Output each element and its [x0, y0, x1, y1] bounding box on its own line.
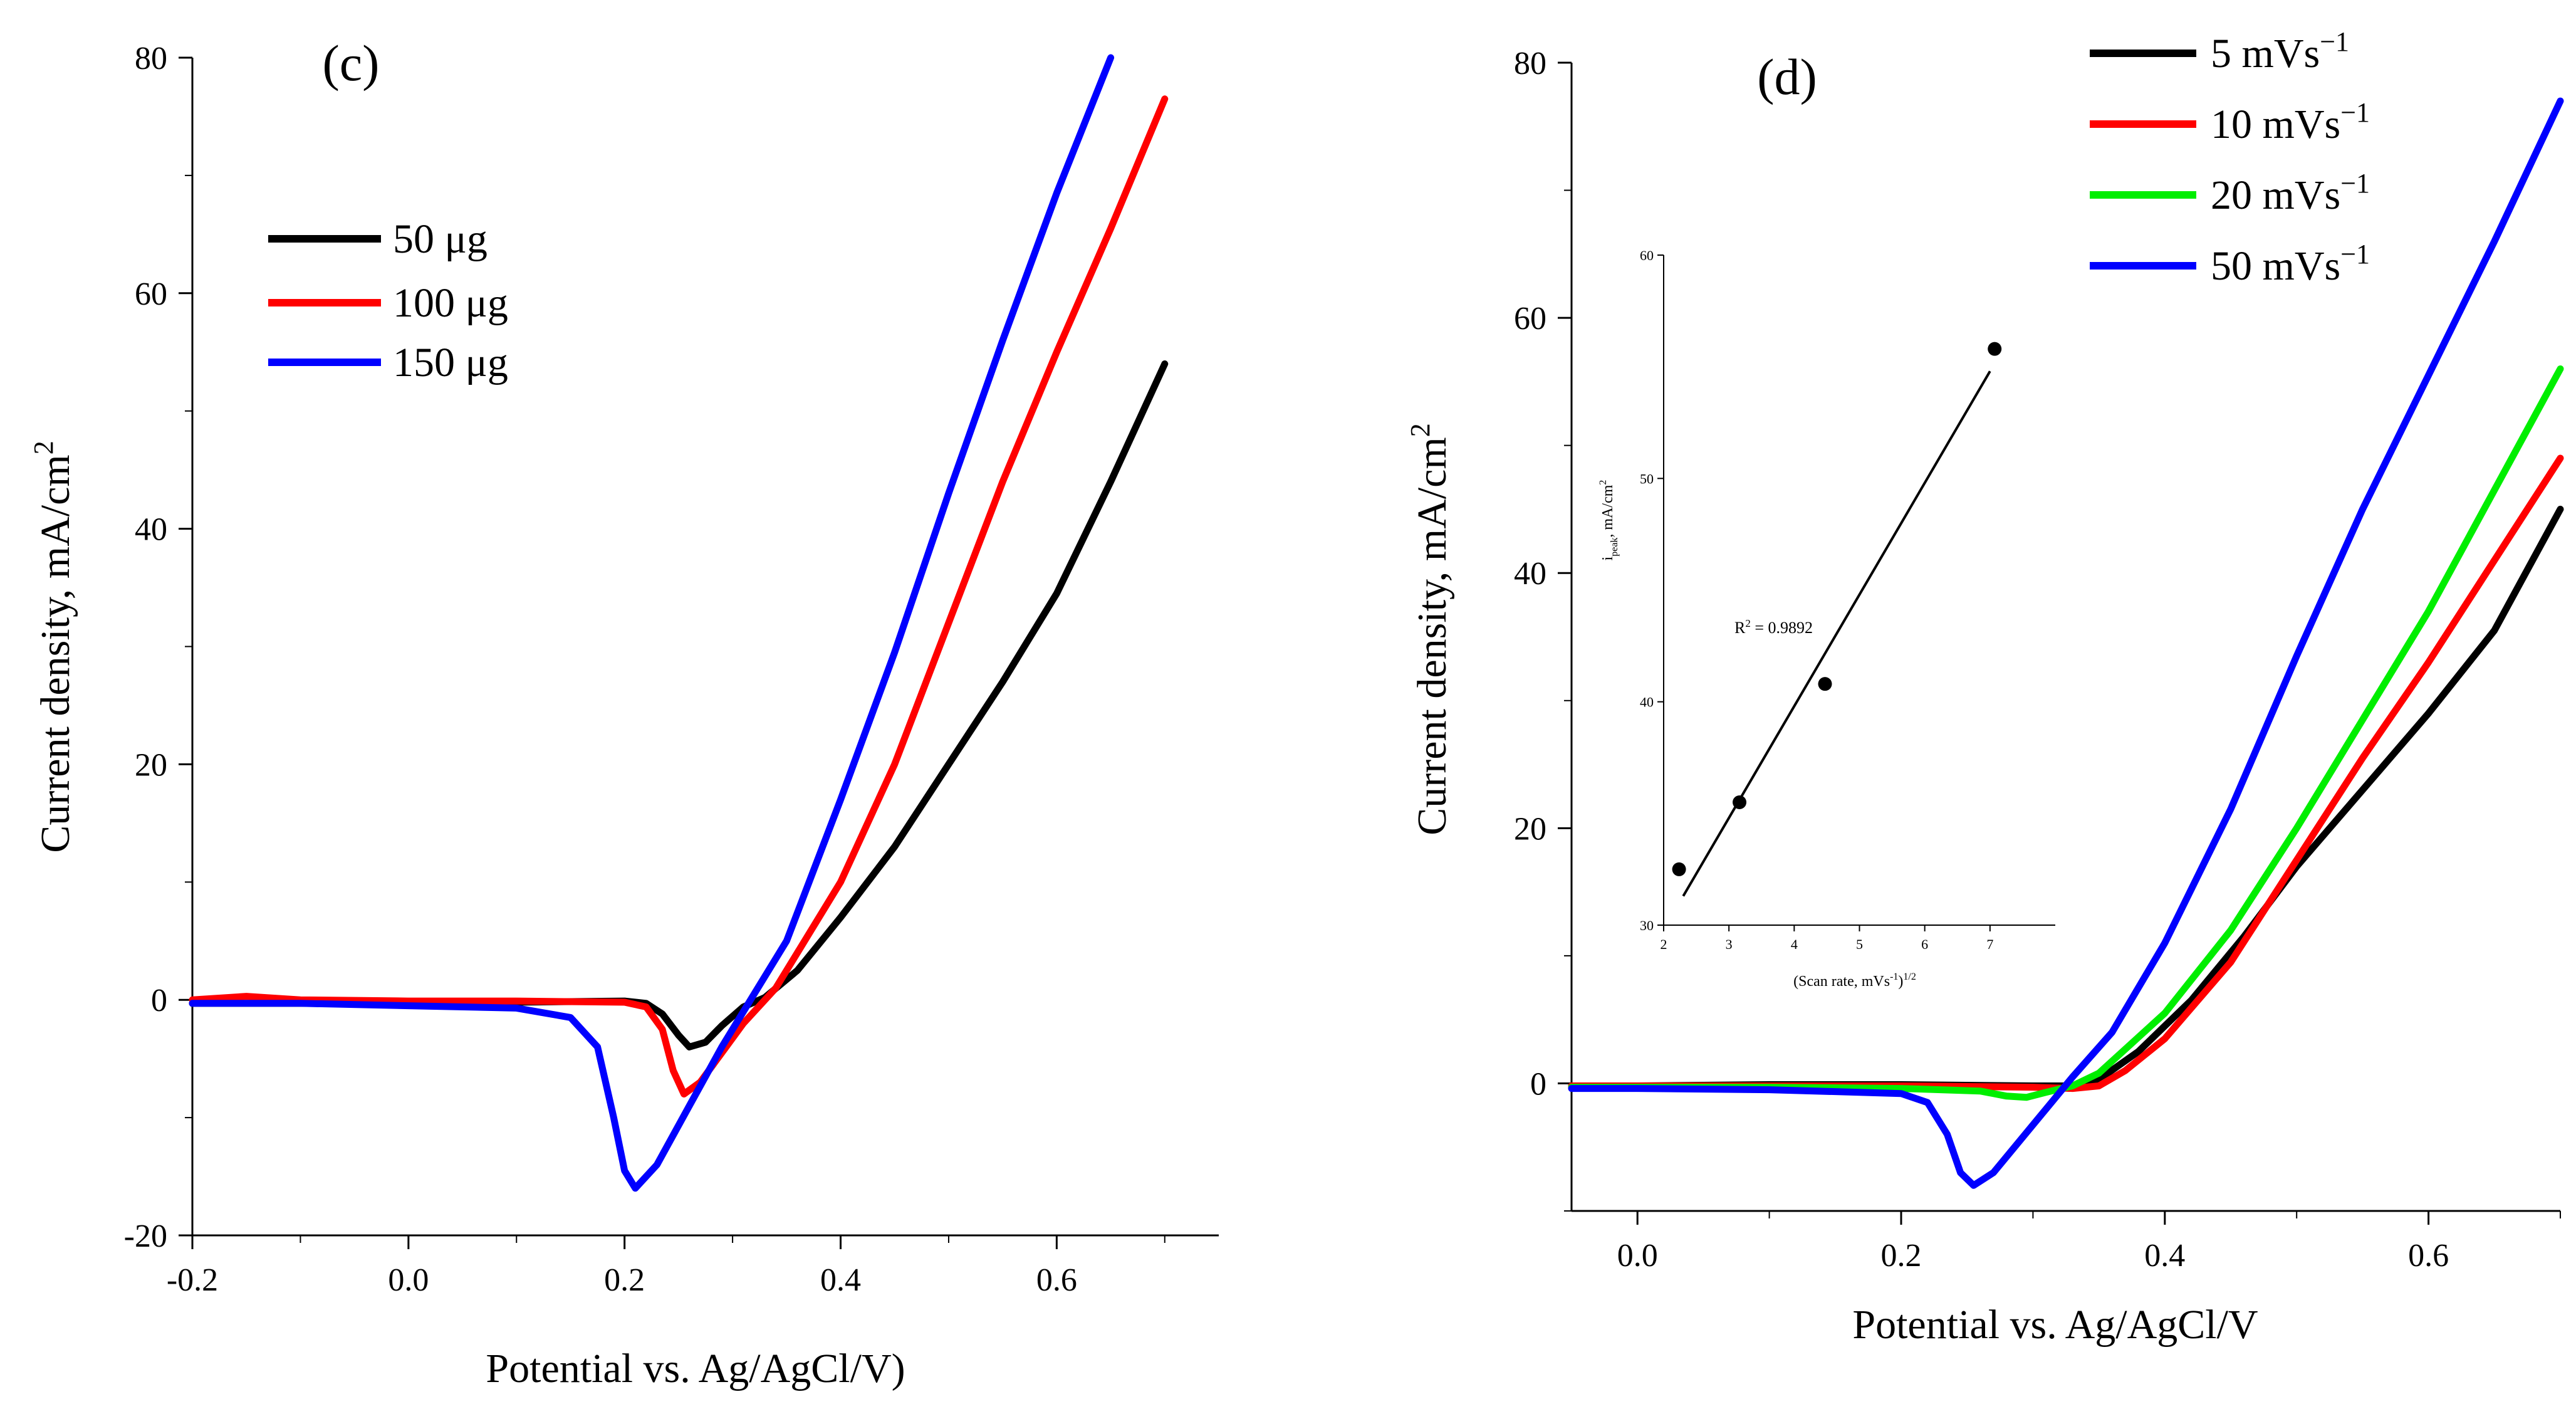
inset-chart: 2 3 4 5 6 7 30 40 50 60 (Scan rate, mVs-1)1/2 ipe… [1598, 248, 2055, 990]
y-tick-label: 80 [1514, 46, 1546, 81]
legend-label-50mvs: 50 mVs−1 [2211, 239, 2370, 289]
inset-x-tick-label: 5 [1856, 936, 1863, 952]
y-tick-label: 0 [151, 983, 167, 1019]
x-tick-label: 0.0 [1617, 1238, 1658, 1274]
legend-label-150ug: 150 μg [393, 340, 508, 385]
inset-y-tick-label: 30 [1640, 918, 1654, 933]
series-line-d-1 [1568, 454, 2564, 1092]
x-tick-label: -0.2 [167, 1262, 218, 1298]
inset-tick-labels: 2 3 4 5 6 7 30 40 50 60 [1640, 248, 1993, 952]
y-tick-label: 0 [1530, 1066, 1546, 1102]
series-line-c-1 [189, 95, 1169, 1097]
panel-d-tick-labels: 0.0 0.2 0.4 0.6 0 20 40 60 80 [1514, 46, 2449, 1274]
x-tick-label: 0.2 [1881, 1238, 1922, 1274]
series-line-d-0 [1568, 505, 2564, 1089]
inset-x-axis-label: (Scan rate, mVs-1)1/2 [1793, 972, 1916, 990]
legend-label-20mvs: 20 mVs−1 [2211, 168, 2370, 218]
inset-data-point [1672, 862, 1686, 876]
legend-label-10mvs: 10 mVs−1 [2211, 97, 2370, 147]
y-tick-label: 20 [135, 747, 167, 783]
panel-d-ticks [1558, 61, 2561, 1225]
panel-c-legend: 50 μg 100 μg 150 μg [268, 216, 508, 385]
inset-x-tick-label: 6 [1921, 936, 1928, 952]
panel-d-label: (d) [1757, 48, 1817, 105]
y-tick-label: 40 [1514, 556, 1546, 592]
panel-d-series [1568, 97, 2564, 1189]
y-tick-label: 60 [135, 276, 167, 312]
legend-label-5mvs: 5 mVs−1 [2211, 26, 2349, 76]
y-tick-label: 20 [1514, 811, 1546, 847]
inset-y-tick-label: 60 [1640, 248, 1654, 263]
y-tick-label: -20 [124, 1218, 167, 1254]
panel-d-legend: 5 mVs−1 10 mVs−1 20 mVs−1 50 mVs−1 [2090, 26, 2370, 289]
panel-c-tick-labels: -0.2 0.0 0.2 0.4 0.6 -20 0 20 40 60 80 [124, 41, 1077, 1298]
panel-d-x-axis-label: Potential vs. Ag/AgCl/V [1852, 1302, 2258, 1348]
series-line-d-3 [1568, 97, 2564, 1189]
y-tick-label: 60 [1514, 301, 1546, 337]
x-tick-label: 0.4 [2144, 1238, 2185, 1274]
panel-c-series [189, 54, 1169, 1192]
inset-y-axis-label: ipeak, mA/cm2 [1598, 480, 1620, 561]
inset-data-point [1818, 677, 1832, 691]
inset-data-point [1988, 342, 2002, 356]
inset-x-tick-label: 7 [1986, 936, 1993, 952]
x-tick-label: 0.6 [2408, 1238, 2449, 1274]
panel-d-y-axis-label: Current density, mA/cm2 [1405, 423, 1455, 835]
x-tick-label: 0.6 [1036, 1262, 1077, 1298]
chart-panel-d: 0.0 0.2 0.4 0.6 0 20 40 60 80 (d) Potential vs. … [1405, 26, 2564, 1348]
y-tick-label: 80 [135, 41, 167, 76]
inset-ticks [1657, 254, 1991, 931]
y-tick-label: 40 [135, 512, 167, 548]
panel-c-label: (c) [322, 34, 379, 92]
legend-label-50ug: 50 μg [393, 216, 488, 262]
panel-c-x-axis-label: Potential vs. Ag/AgCl/V) [486, 1346, 905, 1391]
x-tick-label: 0.0 [388, 1262, 429, 1298]
inset-x-tick-label: 2 [1661, 936, 1667, 952]
inset-x-tick-label: 4 [1791, 936, 1798, 952]
panel-c-y-axis-label: Current density, mA/cm2 [28, 441, 78, 852]
series-line-c-2 [189, 54, 1115, 1192]
inset-r-squared-annotation: R2 = 0.9892 [1734, 617, 1813, 637]
x-tick-label: 0.4 [820, 1262, 861, 1298]
inset-x-tick-label: 3 [1726, 936, 1733, 952]
inset-data-point [1733, 795, 1747, 810]
chart-panel-c: -0.2 0.0 0.2 0.4 0.6 -20 0 20 40 60 80 (c) Potenti… [28, 34, 1219, 1391]
x-tick-label: 0.2 [604, 1262, 645, 1298]
series-line-c-0 [189, 360, 1169, 1050]
series-line-d-2 [1568, 365, 2564, 1101]
inset-marks [1672, 342, 2002, 897]
inset-y-tick-label: 40 [1640, 694, 1654, 710]
inset-fit-line [1682, 370, 1991, 897]
legend-label-100ug: 100 μg [393, 280, 508, 326]
inset-y-tick-label: 50 [1640, 471, 1654, 486]
